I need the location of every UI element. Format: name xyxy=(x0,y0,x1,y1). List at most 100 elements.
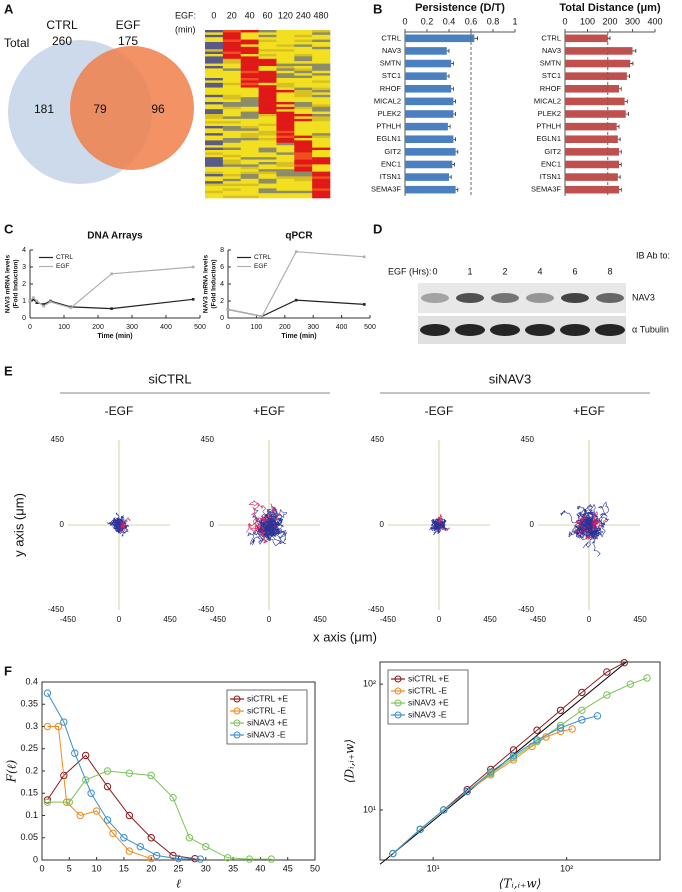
trajectory xyxy=(259,505,276,526)
heatmap-cell xyxy=(312,126,331,129)
heatmap-cell xyxy=(222,70,242,74)
y-tick-label: 450 xyxy=(521,435,535,444)
heatmap-cell xyxy=(205,128,224,132)
blot-band xyxy=(596,293,624,303)
heatmap-cell xyxy=(312,181,331,184)
group-title: siNAV3 xyxy=(489,371,531,386)
legend-label: siNAV3 -E xyxy=(408,709,447,719)
heatmap-cell xyxy=(205,66,224,69)
heatmap-cell xyxy=(312,154,331,158)
heatmap-cell xyxy=(276,99,295,103)
x-tick-label: 0 xyxy=(28,324,32,331)
heatmap-cell xyxy=(294,181,313,184)
heatmap-cell xyxy=(205,138,224,141)
heatmap-cell xyxy=(205,150,224,153)
y-axis-label: NAV3 mRNA levels xyxy=(203,255,210,314)
heatmap-cell xyxy=(294,63,313,67)
trajectory xyxy=(253,517,270,531)
category-label: RHOF xyxy=(540,84,562,93)
heatmap-cell xyxy=(276,152,295,156)
heatmap-cell xyxy=(276,30,295,33)
heatmap-cell xyxy=(312,49,331,52)
heatmap-cell xyxy=(294,133,313,136)
heatmap-cell xyxy=(240,63,259,67)
heatmap-cell xyxy=(222,99,242,103)
bar xyxy=(405,173,449,181)
heatmap-cell xyxy=(222,178,242,182)
heatmap-cell xyxy=(222,123,242,127)
category-label: RHOF xyxy=(380,84,402,93)
heatmap-cell xyxy=(240,193,259,196)
x-tick-label: -450 xyxy=(380,615,397,624)
y-tick-label: 0 xyxy=(210,520,215,529)
heatmap-cell xyxy=(205,114,224,117)
heatmap-cell xyxy=(222,195,242,199)
heatmap-cell xyxy=(258,51,277,55)
condition-title: -EGF xyxy=(425,404,454,418)
heatmap-cell xyxy=(205,193,224,196)
heatmap-cell xyxy=(294,130,313,134)
legend-swatch xyxy=(394,675,402,683)
heatmap-cell xyxy=(258,90,277,93)
heatmap-cell xyxy=(240,183,259,187)
heatmap-cell xyxy=(258,128,277,132)
chart-title: Persistence (D/T) xyxy=(415,2,505,14)
heatmap-cell xyxy=(294,126,313,129)
heatmap-cell xyxy=(240,111,259,115)
heatmap-cell xyxy=(205,159,224,163)
heatmap-cell xyxy=(240,128,259,132)
trajectory xyxy=(434,523,440,530)
heatmap-cell xyxy=(240,82,259,86)
heatmap-cell xyxy=(205,61,224,64)
heatmap-cell xyxy=(294,75,313,79)
heatmap-cell xyxy=(312,145,331,148)
legend-swatch xyxy=(394,711,402,719)
chart-title: qPCR xyxy=(285,231,313,242)
heatmap-cell xyxy=(240,166,259,170)
error-bar xyxy=(619,149,622,154)
venn-set-total: 175 xyxy=(118,34,138,48)
heatmap-cell xyxy=(276,109,295,112)
heatmap-cell xyxy=(258,176,277,180)
y-tick-label: 0 xyxy=(33,854,38,864)
series-line xyxy=(47,692,201,860)
venn-total-label: Total xyxy=(4,36,29,50)
x-tick-label: 300 xyxy=(625,16,640,26)
heatmap-cell xyxy=(240,178,259,182)
y-tick-label: -450 xyxy=(518,605,535,614)
heatmap-cell xyxy=(312,42,331,45)
chart-title: Total Distance (μm) xyxy=(559,2,661,14)
heatmap-cell xyxy=(276,128,295,132)
error-bar xyxy=(619,86,622,91)
heatmap-cell xyxy=(276,166,295,170)
y-axis-label: NAV3 mRNA levels xyxy=(5,255,12,314)
heatmap-cell xyxy=(258,73,277,76)
error-bar xyxy=(617,137,621,142)
trajectory xyxy=(261,513,280,533)
heatmap-cell xyxy=(312,164,331,168)
heatmap-cell xyxy=(205,154,224,158)
heatmap-cell xyxy=(205,106,224,110)
x-tick-label: 450 xyxy=(483,615,497,624)
marker xyxy=(42,304,45,308)
heatmap-cell xyxy=(312,56,331,60)
heatmap-cell xyxy=(258,46,277,50)
heatmap-cell xyxy=(276,135,295,139)
heatmap-cell xyxy=(222,82,242,86)
heatmap-cell xyxy=(240,73,259,76)
heatmap-cell xyxy=(258,78,277,81)
marker xyxy=(568,725,576,733)
heatmap-cell xyxy=(294,159,313,163)
heatmap-cell xyxy=(276,121,295,124)
marker xyxy=(556,721,565,730)
heatmap-cell xyxy=(240,42,259,45)
category-label: SEMA3F xyxy=(531,185,561,194)
y-tick-label: 0.15 xyxy=(20,788,38,798)
x-tick-label: 50 xyxy=(310,863,320,873)
heatmap-cell xyxy=(294,121,313,124)
heatmap-cell xyxy=(258,80,277,84)
heatmap-cell xyxy=(240,133,259,136)
trajectory xyxy=(266,524,287,545)
bar xyxy=(405,97,454,106)
heatmap-cell xyxy=(222,68,242,72)
